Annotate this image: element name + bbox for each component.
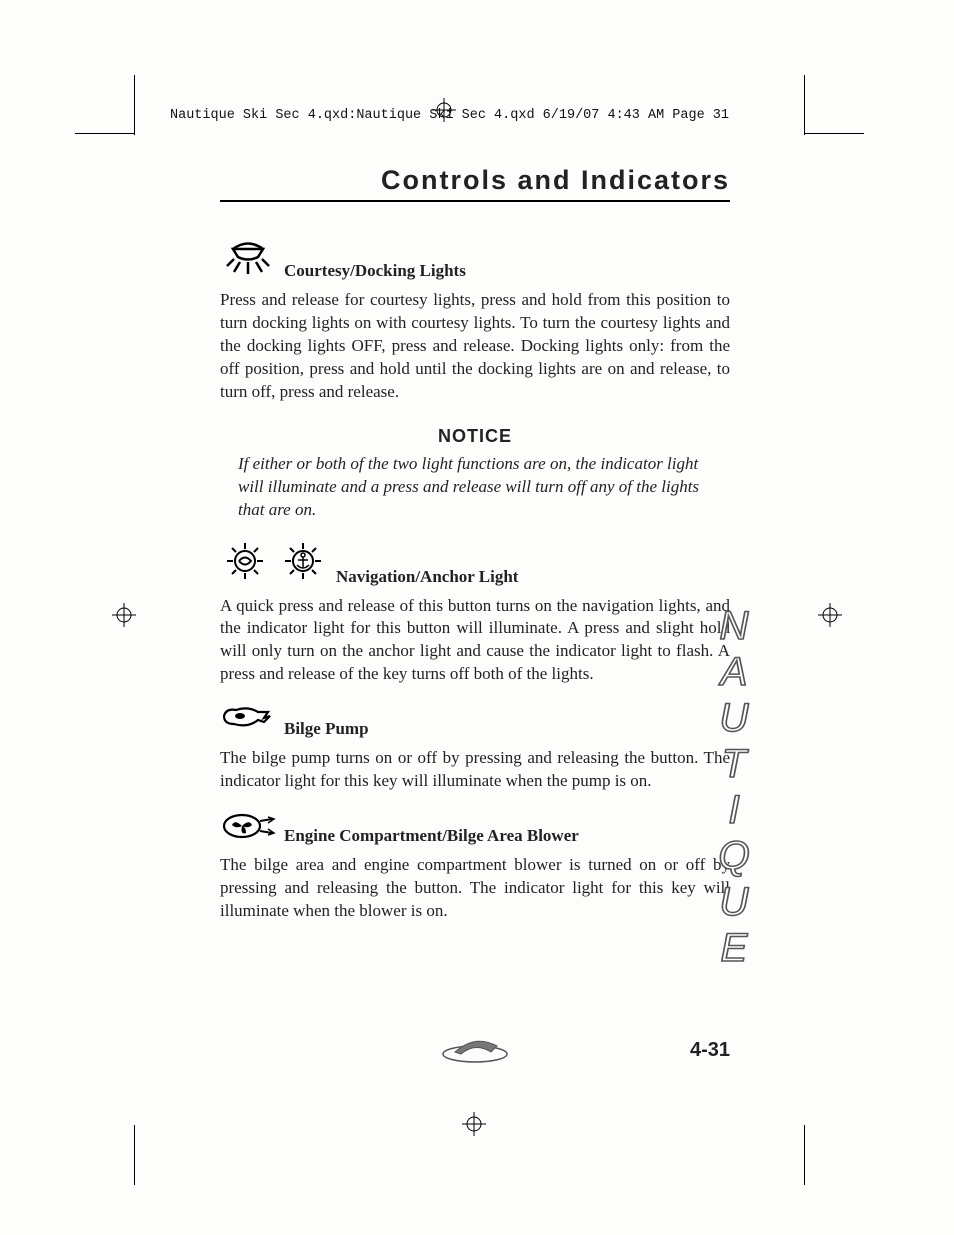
crop-mark	[134, 1125, 135, 1185]
section-heading: Courtesy/Docking Lights	[220, 242, 730, 281]
section-courtesy-docking: Courtesy/Docking Lights Press and releas…	[220, 242, 730, 404]
brand-letter: U	[720, 882, 749, 922]
brand-vertical: N A U T I Q U E	[714, 606, 754, 968]
brand-letter: Q	[718, 836, 749, 876]
registration-mark-icon	[462, 1112, 486, 1136]
section-label: Courtesy/Docking Lights	[284, 261, 466, 281]
brand-letter: E	[721, 928, 748, 968]
blower-fan-icon	[220, 811, 276, 846]
docking-light-icon	[220, 242, 276, 281]
section-label: Bilge Pump	[284, 719, 369, 739]
print-meta-line: Nautique Ski Sec 4.qxd:Nautique Ski Sec …	[170, 108, 729, 123]
brand-letter: I	[728, 790, 739, 830]
crop-mark	[134, 75, 135, 135]
page-content: Controls and Indicators Courtesy/Docking…	[220, 165, 730, 923]
page-title: Controls and Indicators	[220, 165, 730, 202]
anchor-light-icon	[278, 540, 328, 587]
section-heading: Engine Compartment/Bilge Area Blower	[220, 811, 730, 846]
page-footer: 4-31	[220, 1030, 730, 1071]
brand-letter: U	[720, 698, 749, 738]
section-body: The bilge area and engine compartment bl…	[220, 854, 730, 923]
section-label: Navigation/Anchor Light	[336, 567, 518, 587]
brand-letter: N	[720, 606, 749, 646]
section-blower: Engine Compartment/Bilge Area Blower The…	[220, 811, 730, 923]
section-bilge-pump: Bilge Pump The bilge pump turns on or of…	[220, 704, 730, 793]
registration-mark-icon	[112, 603, 136, 627]
section-body: Press and release for courtesy lights, p…	[220, 289, 730, 404]
notice-title: NOTICE	[232, 426, 718, 447]
crop-mark	[75, 133, 135, 134]
registration-mark-icon	[818, 603, 842, 627]
section-heading: Bilge Pump	[220, 704, 730, 739]
crop-mark	[804, 1125, 805, 1185]
section-body: The bilge pump turns on or off by pressi…	[220, 747, 730, 793]
notice-block: NOTICE If either or both of the two ligh…	[220, 426, 730, 522]
navigation-light-icon	[220, 540, 270, 587]
page-number: 4-31	[690, 1039, 730, 1062]
brand-letter: A	[721, 652, 748, 692]
brand-letter: T	[722, 744, 746, 784]
crop-mark	[804, 75, 805, 135]
section-body: A quick press and release of this button…	[220, 595, 730, 687]
footer-logo-icon	[435, 1030, 515, 1071]
crop-mark	[804, 133, 864, 134]
bilge-pump-icon	[220, 704, 276, 739]
notice-body: If either or both of the two light funct…	[232, 453, 718, 522]
section-heading: Navigation/Anchor Light	[220, 540, 730, 587]
section-navigation-anchor: Navigation/Anchor Light A quick press an…	[220, 540, 730, 687]
section-label: Engine Compartment/Bilge Area Blower	[284, 826, 579, 846]
